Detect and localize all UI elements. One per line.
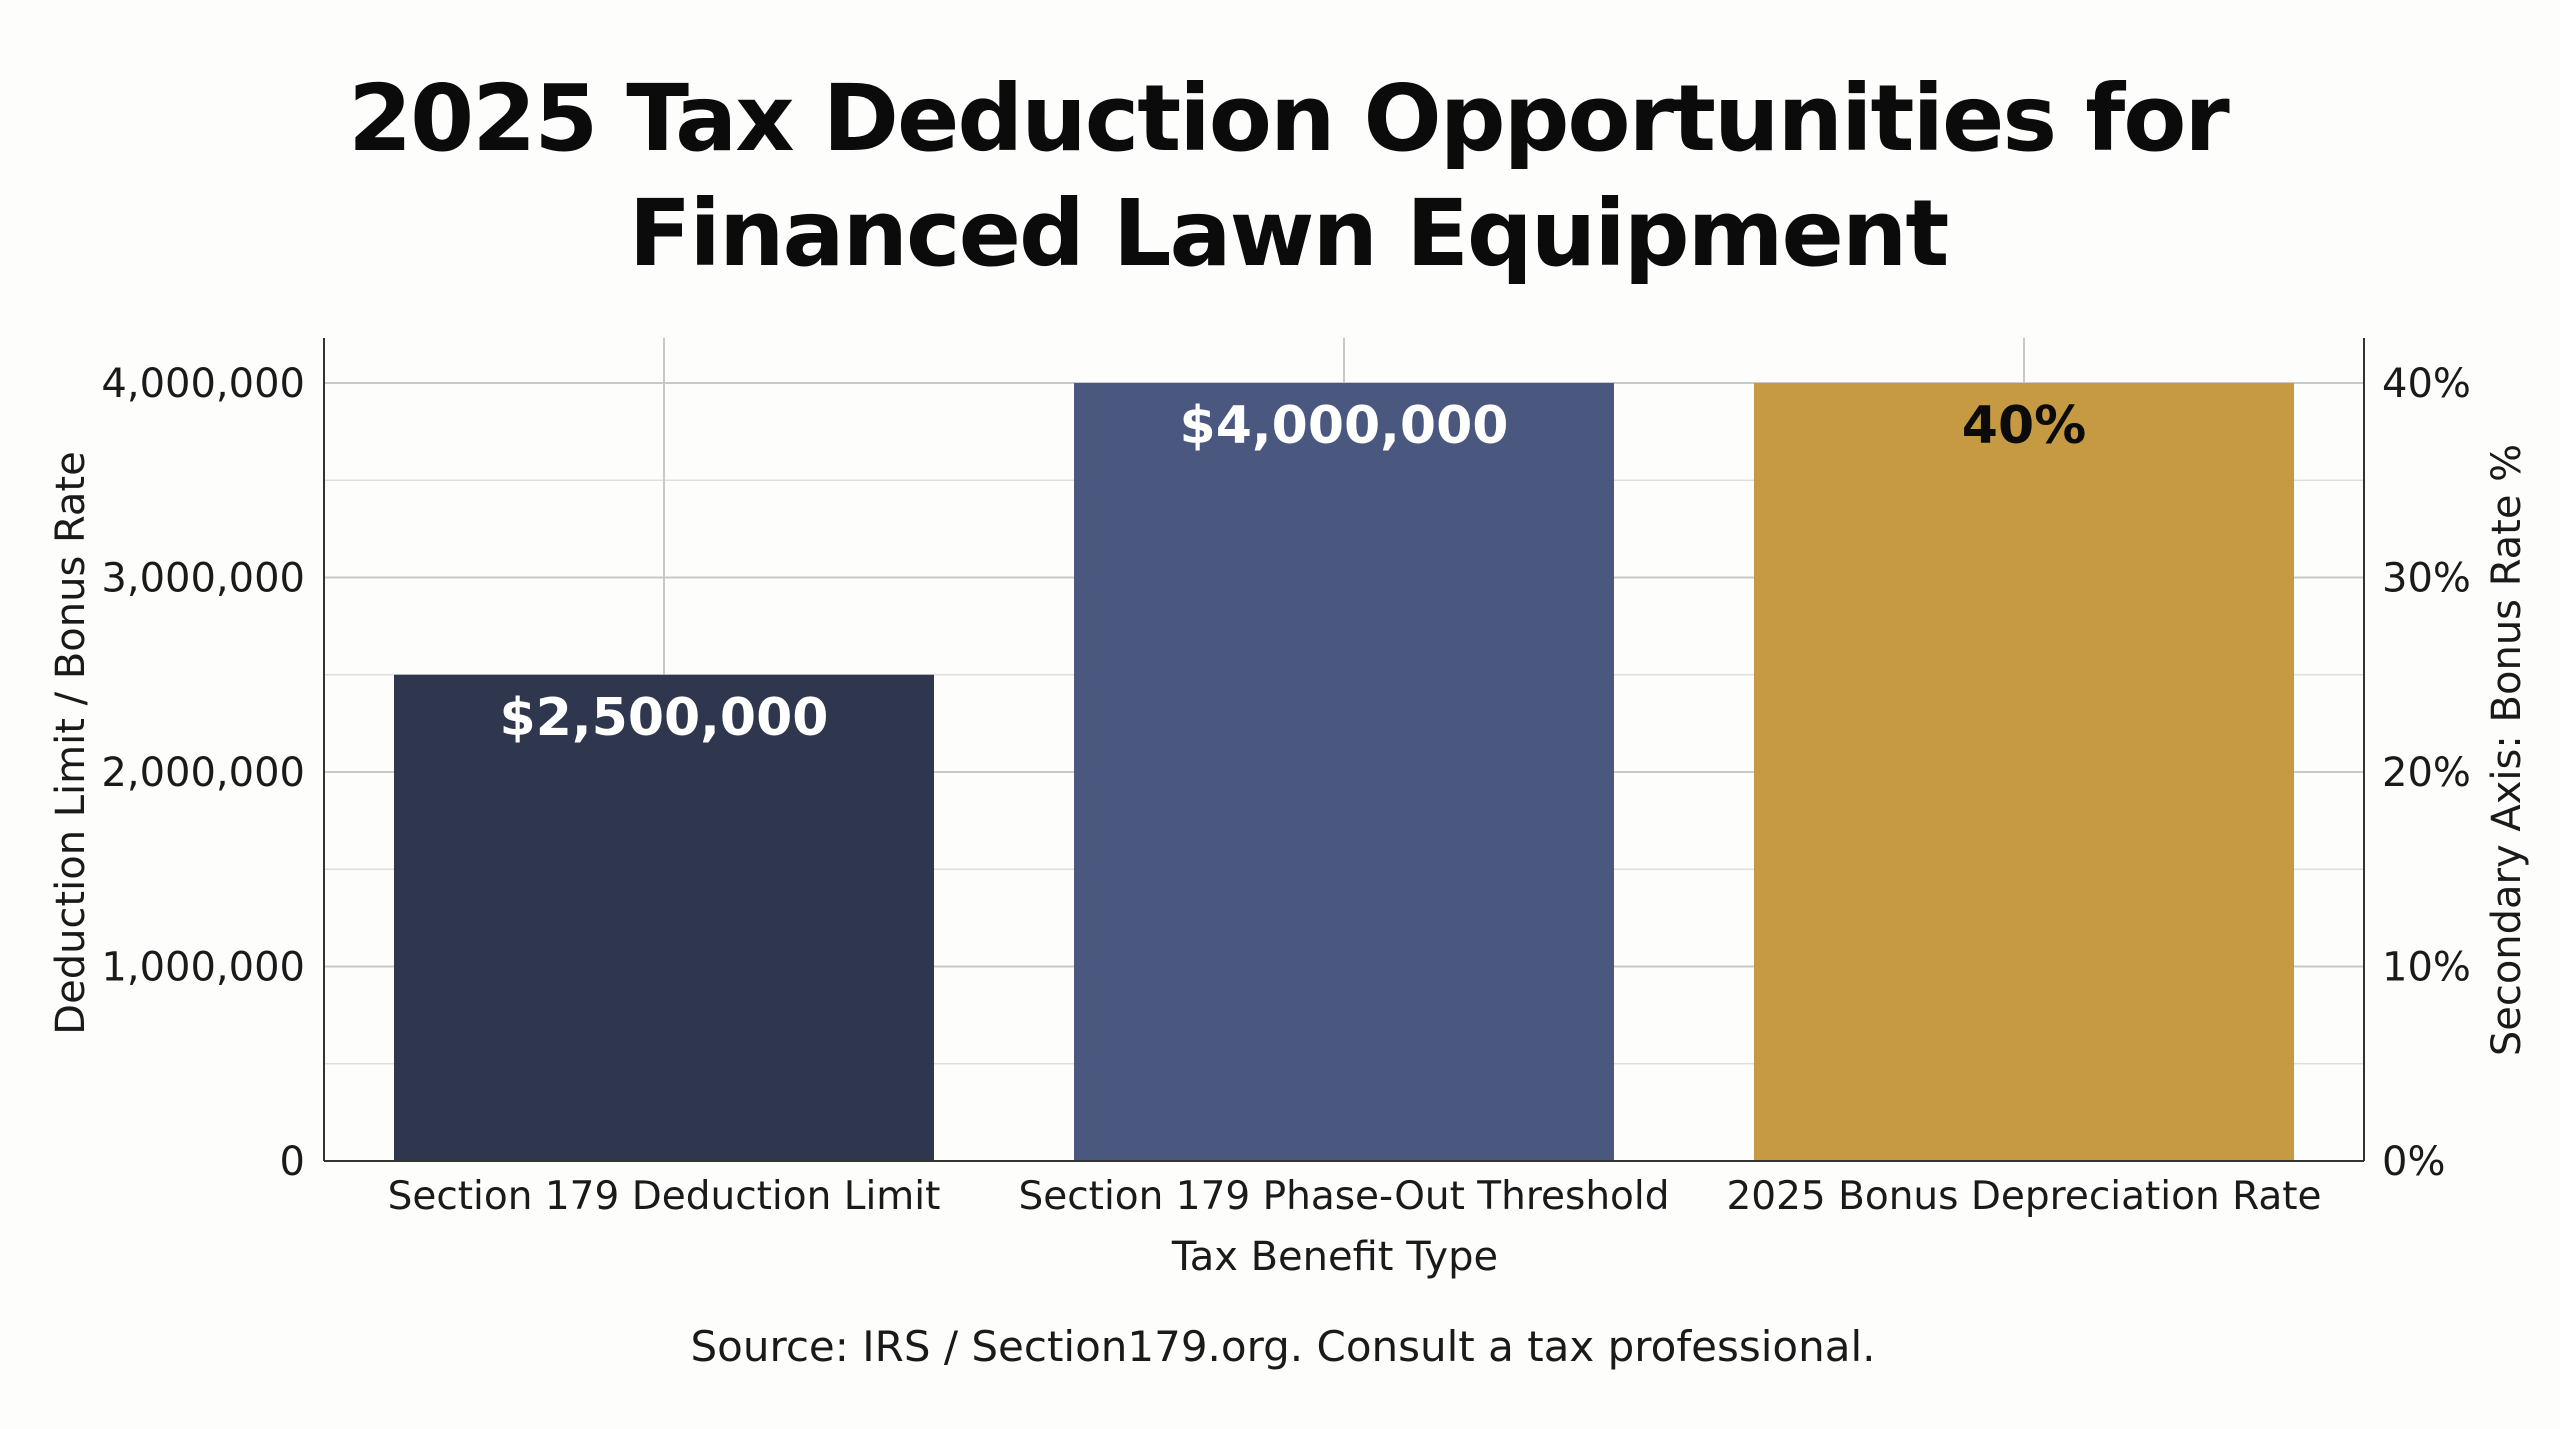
bars bbox=[394, 383, 2294, 1161]
y2-axis-title: Secondary Axis: Bonus Rate % bbox=[2484, 444, 2530, 1056]
y-tick-label: 0 bbox=[280, 1139, 305, 1185]
category-labels: Section 179 Deduction Limit Section 179 P… bbox=[388, 1174, 2322, 1219]
y-tick-label: 2,000,000 bbox=[101, 750, 305, 796]
x-axis-title: Tax Benefit Type bbox=[1171, 1234, 1498, 1280]
y2-tick-label: 40% bbox=[2382, 361, 2471, 407]
bar bbox=[1754, 383, 2294, 1161]
source-note: Source: IRS / Section179.org. Consult a … bbox=[691, 1322, 1876, 1371]
y-axis-title: Deduction Limit / Bonus Rate bbox=[48, 451, 94, 1034]
data-label: 40% bbox=[1962, 396, 2086, 456]
bar bbox=[1074, 383, 1614, 1161]
category-label: Section 179 Deduction Limit bbox=[388, 1174, 941, 1219]
data-label: $4,000,000 bbox=[1180, 396, 1509, 456]
y2-tick-label: 10% bbox=[2382, 945, 2471, 991]
y-tick-label: 3,000,000 bbox=[101, 556, 305, 602]
bar bbox=[394, 674, 934, 1161]
category-label: Section 179 Phase-Out Threshold bbox=[1018, 1174, 1669, 1219]
y2-tick-label: 30% bbox=[2382, 556, 2471, 602]
chart-title-line-1: 2025 Tax Deduction Opportunities for bbox=[348, 65, 2230, 172]
y2-tick-label: 20% bbox=[2382, 750, 2471, 796]
data-labels: $2,500,000 $4,000,000 40% bbox=[500, 396, 2087, 748]
data-label: $2,500,000 bbox=[500, 688, 829, 748]
y-tick-label: 4,000,000 bbox=[101, 361, 305, 407]
category-label: 2025 Bonus Depreciation Rate bbox=[1726, 1174, 2321, 1219]
chart-title-line-2: Financed Lawn Equipment bbox=[629, 180, 1948, 287]
y2-tick-label: 0% bbox=[2382, 1139, 2445, 1185]
axes bbox=[323, 338, 2365, 1162]
y-tick-label: 1,000,000 bbox=[101, 945, 305, 991]
tick-labels: 0 1,000,000 2,000,000 3,000,000 4,000,000 0% 1… bbox=[101, 361, 2470, 1185]
